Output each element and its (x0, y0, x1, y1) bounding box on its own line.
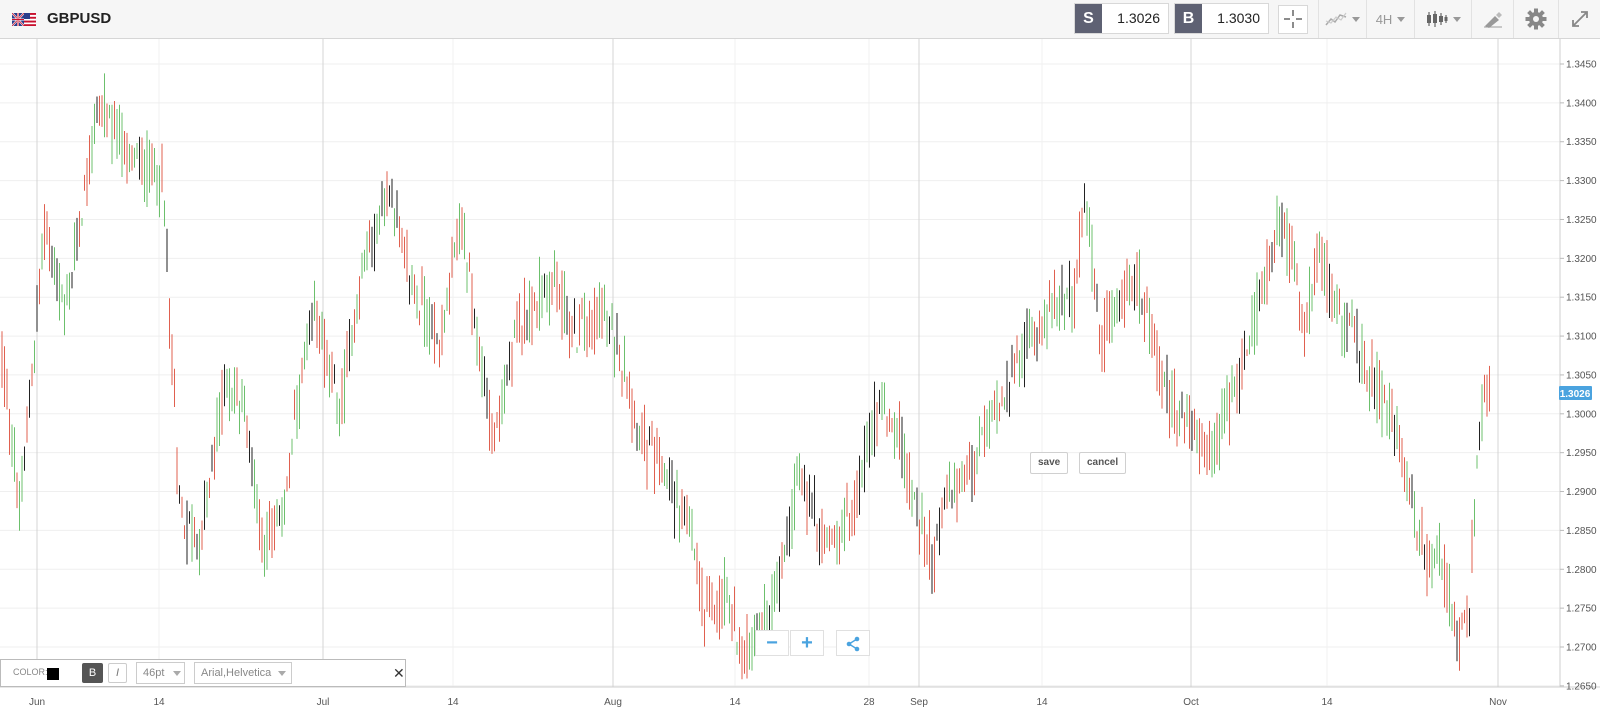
zoom-in-button[interactable]: + (790, 630, 824, 656)
time-tick-label: 14 (729, 697, 741, 708)
expand-button[interactable] (1558, 0, 1600, 38)
expand-icon (1571, 11, 1588, 27)
italic-toggle[interactable]: I (108, 663, 127, 683)
time-tick-label: 14 (1321, 697, 1333, 708)
sell-button[interactable]: S 1.3026 (1074, 3, 1169, 34)
drawing-icon (1483, 12, 1502, 28)
uk-us-flag-icon (12, 13, 36, 26)
price-tick-label: 1.3300 (1566, 176, 1597, 187)
gear-icon (1525, 8, 1547, 30)
price-tick-label: 1.2700 (1566, 643, 1597, 654)
price-chart[interactable]: 1.3450 1.3400 1.3350 1.3300 1.3250 1.3200 1.31… (0, 39, 1600, 724)
share-icon (846, 636, 860, 652)
timeframe-label: 4H (1375, 11, 1393, 27)
bold-toggle[interactable]: B (82, 663, 103, 683)
crosshair-button[interactable] (1276, 0, 1310, 38)
price-tick-label: 1.2650 (1566, 681, 1597, 692)
sell-label: S (1075, 4, 1102, 33)
price-tick-label: 1.3400 (1566, 98, 1597, 109)
timeframe-dropdown[interactable]: 4H (1366, 0, 1414, 38)
price-tick-label: 1.3050 (1566, 370, 1597, 381)
cancel-button[interactable]: cancel (1079, 452, 1127, 474)
price-tick-label: 1.3000 (1566, 409, 1597, 420)
price-tick-label: 1.2900 (1566, 487, 1597, 498)
close-icon[interactable]: ✕ (393, 665, 405, 681)
sell-price: 1.3026 (1117, 10, 1160, 26)
zoom-out-button[interactable]: − (755, 630, 789, 656)
vertical-gridlines (36, 39, 1499, 687)
font-family-value: Arial,Helvetica (201, 667, 272, 679)
time-axis: Jun 14 Jul 14 Aug 14 28 Sep 14 Oct 14 Nov (29, 697, 1507, 708)
time-tick-label: Aug (604, 697, 622, 708)
chart-type-button[interactable] (1414, 0, 1471, 38)
buy-price: 1.3030 (1217, 10, 1260, 26)
current-price-label: 1.3026 (1560, 389, 1591, 400)
time-tick-label: Nov (1489, 697, 1507, 708)
settings-button[interactable] (1513, 0, 1558, 38)
time-tick-label: 14 (447, 697, 459, 708)
save-button[interactable]: save (1030, 452, 1069, 474)
color-label: COLOR: (13, 667, 48, 677)
price-tick-label: 1.3200 (1566, 254, 1597, 265)
font-size-select[interactable]: 46pt (136, 662, 185, 684)
ohlc-bars (1, 73, 1490, 680)
symbol-title: GBPUSD (47, 10, 112, 27)
time-tick-label: Sep (910, 697, 928, 708)
crosshair-icon (1284, 10, 1302, 28)
price-tick-label: 1.2950 (1566, 448, 1597, 459)
price-tick-label: 1.2850 (1566, 526, 1597, 537)
color-swatch[interactable] (47, 668, 59, 680)
buy-label: B (1175, 4, 1202, 33)
buy-button[interactable]: B 1.3030 (1174, 3, 1269, 34)
time-tick-label: 14 (1036, 697, 1048, 708)
time-tick-label: Jul (317, 697, 330, 708)
chevron-down-icon (173, 671, 181, 676)
font-size-value: 46pt (143, 667, 165, 679)
time-tick-label: Jun (29, 697, 45, 708)
current-price-marker: 1.3026 (1559, 386, 1592, 400)
price-tick-label: 1.3450 (1566, 60, 1597, 71)
drawing-tools-button[interactable] (1471, 0, 1513, 38)
price-tick-label: 1.3350 (1566, 137, 1597, 148)
indicators-button[interactable] (1318, 0, 1366, 38)
price-tick-label: 1.2800 (1566, 565, 1597, 576)
price-axis: 1.3450 1.3400 1.3350 1.3300 1.3250 1.3200 1.31… (1560, 60, 1597, 692)
indicators-icon (1325, 12, 1347, 26)
time-tick-label: 14 (153, 697, 165, 708)
price-tick-label: 1.2750 (1566, 604, 1597, 615)
price-tick-label: 1.3250 (1566, 215, 1597, 226)
share-button[interactable] (836, 630, 870, 656)
chevron-down-icon (278, 671, 286, 676)
chart-type-icon (1426, 11, 1447, 27)
text-tool-bar: COLOR: B I 46pt Arial,Helvetica ✕ (0, 659, 406, 687)
time-tick-label: Oct (1183, 697, 1199, 708)
time-tick-label: 28 (863, 697, 875, 708)
top-toolbar: GBPUSD S 1.3026 B 1.3030 4H (0, 0, 1600, 39)
price-tick-label: 1.3150 (1566, 293, 1597, 304)
price-tick-label: 1.3100 (1566, 332, 1597, 343)
font-family-select[interactable]: Arial,Helvetica (194, 662, 292, 684)
